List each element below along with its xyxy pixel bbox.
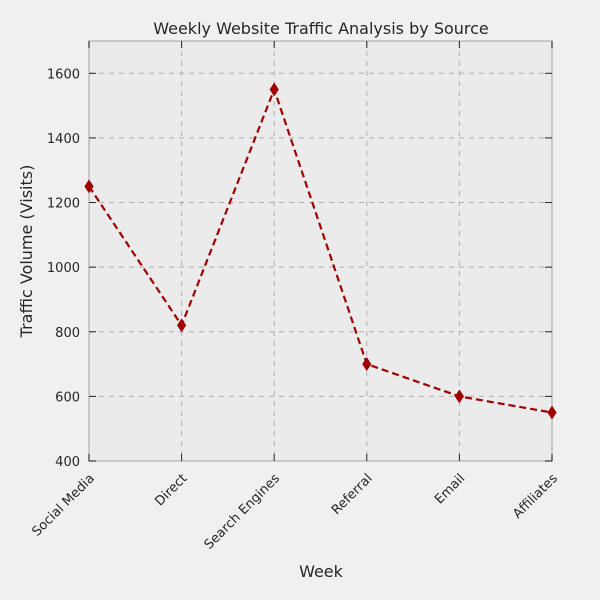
y-tick-label: 600 (55, 390, 80, 405)
series-line (88, 86, 553, 414)
y-tick-label: 1600 (47, 67, 80, 82)
y-tick-label: 400 (55, 455, 80, 470)
y-tick-label: 1400 (47, 132, 80, 147)
x-tick-label: Search Engines (202, 471, 284, 553)
x-tick-label: Social Media (29, 471, 97, 539)
y-tick-label: 1200 (47, 197, 80, 212)
y-tick-label: 800 (55, 326, 80, 341)
y-axis-label: Traffic Volume (Visits) (17, 165, 36, 339)
data-point-marker (454, 389, 465, 404)
chart-title: Weekly Website Traffic Analysis by Sourc… (153, 19, 489, 38)
y-tick-label: 1000 (47, 261, 80, 276)
grid-layer (89, 41, 552, 461)
plot-area (88, 40, 553, 462)
series-layer (84, 82, 557, 420)
x-axis-label: Week (299, 562, 344, 581)
data-point-marker (547, 405, 557, 420)
x-tick-label: Email (432, 471, 468, 507)
x-tick-label: Direct (152, 471, 190, 509)
data-point-marker (84, 179, 94, 194)
x-tick-label: Referral (329, 471, 376, 518)
x-tick-label: Affiliates (510, 471, 561, 522)
data-point-marker (362, 357, 372, 371)
data-point-marker (269, 82, 279, 97)
data-point-marker (176, 318, 187, 333)
